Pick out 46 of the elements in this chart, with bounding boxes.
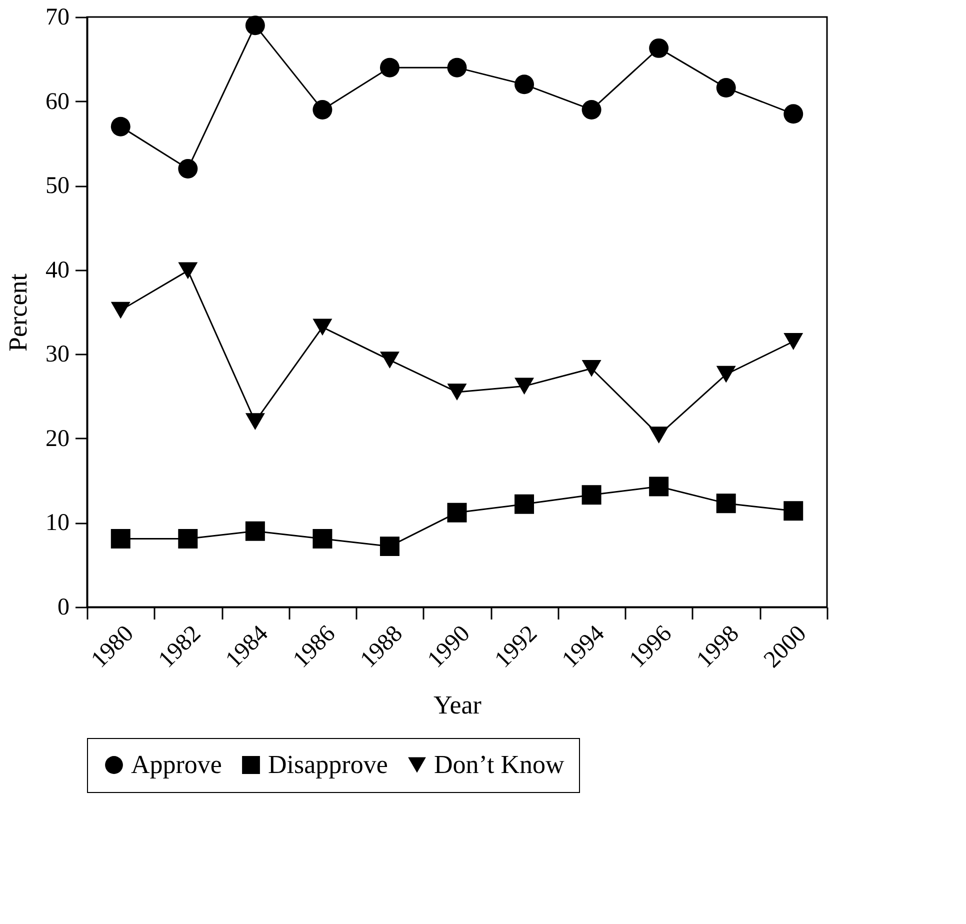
point bbox=[447, 502, 467, 522]
y-tick-label: 60 bbox=[46, 88, 70, 115]
point bbox=[784, 501, 804, 521]
y-tick-label: 70 bbox=[46, 4, 70, 30]
y-tick-label: 30 bbox=[46, 342, 70, 368]
point bbox=[784, 333, 804, 350]
y-tick-label: 20 bbox=[46, 426, 70, 452]
point bbox=[649, 476, 669, 496]
point bbox=[784, 104, 804, 124]
y-tick-label: 0 bbox=[58, 594, 70, 620]
point bbox=[245, 413, 265, 430]
point bbox=[312, 100, 332, 120]
point bbox=[716, 494, 736, 514]
point bbox=[245, 16, 265, 36]
point bbox=[312, 528, 332, 548]
point bbox=[380, 536, 400, 556]
point bbox=[110, 116, 130, 136]
point bbox=[178, 528, 198, 548]
point bbox=[178, 158, 198, 178]
point bbox=[649, 426, 669, 444]
point bbox=[582, 485, 602, 505]
legend-label: Disapprove bbox=[268, 750, 388, 779]
point bbox=[312, 318, 332, 336]
point bbox=[514, 74, 534, 94]
point bbox=[514, 494, 534, 514]
point bbox=[110, 528, 130, 548]
x-axis-title: Year bbox=[434, 690, 482, 720]
point bbox=[110, 302, 130, 319]
y-axis-title: Percent bbox=[4, 272, 32, 352]
legend-label: Don’t Know bbox=[434, 750, 564, 779]
point bbox=[514, 378, 534, 395]
point bbox=[178, 262, 198, 280]
point bbox=[380, 352, 400, 368]
point bbox=[245, 521, 265, 541]
legend-label: Approve bbox=[131, 750, 222, 779]
point bbox=[649, 38, 669, 58]
y-tick-label: 10 bbox=[46, 510, 70, 536]
point bbox=[716, 366, 736, 383]
point bbox=[582, 100, 602, 120]
point bbox=[716, 78, 736, 98]
point bbox=[380, 58, 400, 78]
y-tick-label: 40 bbox=[46, 257, 70, 284]
point bbox=[447, 58, 467, 78]
point bbox=[447, 384, 467, 401]
point bbox=[582, 360, 602, 377]
y-tick-label: 50 bbox=[46, 173, 70, 200]
